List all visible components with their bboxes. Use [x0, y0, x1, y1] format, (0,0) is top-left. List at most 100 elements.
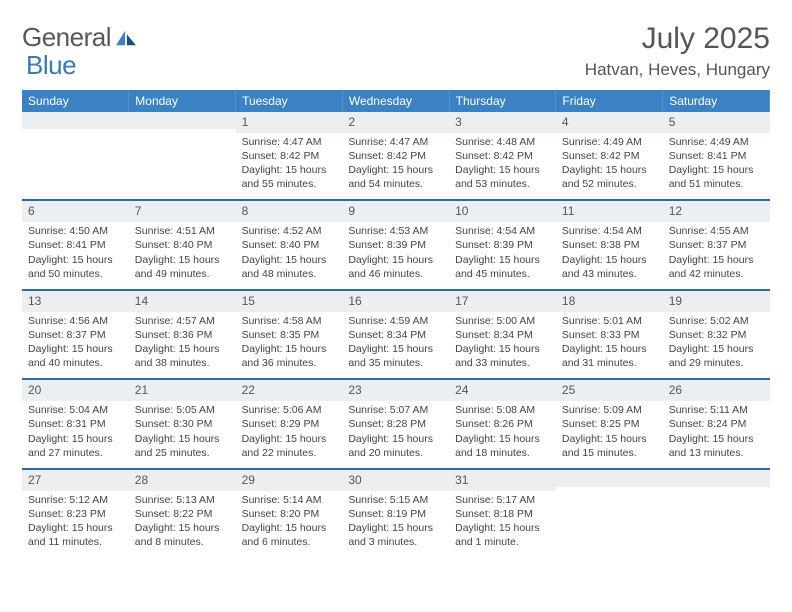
day-details: Sunrise: 5:12 AMSunset: 8:23 PMDaylight:… — [22, 491, 129, 558]
logo-text-2: Blue — [26, 50, 76, 81]
day-number — [22, 112, 129, 129]
day-details: Sunrise: 5:04 AMSunset: 8:31 PMDaylight:… — [22, 401, 129, 468]
day-cell: 24Sunrise: 5:08 AMSunset: 8:26 PMDayligh… — [449, 379, 556, 468]
day-cell: 14Sunrise: 4:57 AMSunset: 8:36 PMDayligh… — [129, 290, 236, 379]
day-number: 23 — [342, 380, 449, 401]
day-cell: 16Sunrise: 4:59 AMSunset: 8:34 PMDayligh… — [342, 290, 449, 379]
calendar-row: 1Sunrise: 4:47 AMSunset: 8:42 PMDaylight… — [22, 112, 770, 200]
month-title: July 2025 — [585, 22, 770, 56]
day-cell: 30Sunrise: 5:15 AMSunset: 8:19 PMDayligh… — [342, 469, 449, 557]
empty-cell — [556, 469, 663, 557]
day-cell: 15Sunrise: 4:58 AMSunset: 8:35 PMDayligh… — [236, 290, 343, 379]
day-number: 24 — [449, 380, 556, 401]
day-details — [22, 129, 129, 183]
calendar-row: 13Sunrise: 4:56 AMSunset: 8:37 PMDayligh… — [22, 290, 770, 379]
sail-icon — [115, 29, 137, 47]
day-number: 4 — [556, 112, 663, 133]
calendar-row: 6Sunrise: 4:50 AMSunset: 8:41 PMDaylight… — [22, 200, 770, 289]
day-cell: 25Sunrise: 5:09 AMSunset: 8:25 PMDayligh… — [556, 379, 663, 468]
day-cell: 12Sunrise: 4:55 AMSunset: 8:37 PMDayligh… — [663, 200, 770, 289]
calendar-table: SundayMondayTuesdayWednesdayThursdayFrid… — [22, 90, 770, 557]
day-number: 26 — [663, 380, 770, 401]
day-details: Sunrise: 5:07 AMSunset: 8:28 PMDaylight:… — [342, 401, 449, 468]
day-details — [129, 129, 236, 183]
weekday-header: Friday — [556, 90, 663, 112]
day-details: Sunrise: 5:00 AMSunset: 8:34 PMDaylight:… — [449, 312, 556, 379]
day-number: 15 — [236, 291, 343, 312]
day-details: Sunrise: 4:52 AMSunset: 8:40 PMDaylight:… — [236, 222, 343, 289]
day-cell: 7Sunrise: 4:51 AMSunset: 8:40 PMDaylight… — [129, 200, 236, 289]
day-number: 22 — [236, 380, 343, 401]
empty-cell — [129, 112, 236, 200]
day-cell: 2Sunrise: 4:47 AMSunset: 8:42 PMDaylight… — [342, 112, 449, 200]
day-cell: 26Sunrise: 5:11 AMSunset: 8:24 PMDayligh… — [663, 379, 770, 468]
day-number: 7 — [129, 201, 236, 222]
day-number: 28 — [129, 470, 236, 491]
day-cell: 1Sunrise: 4:47 AMSunset: 8:42 PMDaylight… — [236, 112, 343, 200]
day-details: Sunrise: 4:47 AMSunset: 8:42 PMDaylight:… — [236, 133, 343, 200]
day-details: Sunrise: 4:49 AMSunset: 8:41 PMDaylight:… — [663, 133, 770, 200]
day-cell: 22Sunrise: 5:06 AMSunset: 8:29 PMDayligh… — [236, 379, 343, 468]
day-details: Sunrise: 4:47 AMSunset: 8:42 PMDaylight:… — [342, 133, 449, 200]
day-details — [556, 487, 663, 541]
day-details: Sunrise: 5:05 AMSunset: 8:30 PMDaylight:… — [129, 401, 236, 468]
day-number: 3 — [449, 112, 556, 133]
day-cell: 21Sunrise: 5:05 AMSunset: 8:30 PMDayligh… — [129, 379, 236, 468]
day-number: 10 — [449, 201, 556, 222]
day-cell: 29Sunrise: 5:14 AMSunset: 8:20 PMDayligh… — [236, 469, 343, 557]
day-details: Sunrise: 5:11 AMSunset: 8:24 PMDaylight:… — [663, 401, 770, 468]
day-number: 5 — [663, 112, 770, 133]
day-details: Sunrise: 4:53 AMSunset: 8:39 PMDaylight:… — [342, 222, 449, 289]
day-number — [129, 112, 236, 129]
day-number: 13 — [22, 291, 129, 312]
day-number — [556, 470, 663, 487]
day-details: Sunrise: 5:15 AMSunset: 8:19 PMDaylight:… — [342, 491, 449, 558]
weekday-header: Thursday — [449, 90, 556, 112]
day-number — [663, 470, 770, 487]
day-number: 17 — [449, 291, 556, 312]
weekday-header: Wednesday — [342, 90, 449, 112]
day-number: 21 — [129, 380, 236, 401]
day-details: Sunrise: 4:54 AMSunset: 8:38 PMDaylight:… — [556, 222, 663, 289]
location: Hatvan, Heves, Hungary — [585, 60, 770, 80]
weekday-header: Monday — [129, 90, 236, 112]
day-number: 1 — [236, 112, 343, 133]
day-cell: 31Sunrise: 5:17 AMSunset: 8:18 PMDayligh… — [449, 469, 556, 557]
day-number: 18 — [556, 291, 663, 312]
day-number: 6 — [22, 201, 129, 222]
day-cell: 23Sunrise: 5:07 AMSunset: 8:28 PMDayligh… — [342, 379, 449, 468]
day-details: Sunrise: 4:55 AMSunset: 8:37 PMDaylight:… — [663, 222, 770, 289]
day-number: 29 — [236, 470, 343, 491]
day-details: Sunrise: 4:48 AMSunset: 8:42 PMDaylight:… — [449, 133, 556, 200]
day-cell: 11Sunrise: 4:54 AMSunset: 8:38 PMDayligh… — [556, 200, 663, 289]
day-cell: 3Sunrise: 4:48 AMSunset: 8:42 PMDaylight… — [449, 112, 556, 200]
day-details: Sunrise: 5:06 AMSunset: 8:29 PMDaylight:… — [236, 401, 343, 468]
day-number: 19 — [663, 291, 770, 312]
calendar-row: 20Sunrise: 5:04 AMSunset: 8:31 PMDayligh… — [22, 379, 770, 468]
day-details: Sunrise: 4:57 AMSunset: 8:36 PMDaylight:… — [129, 312, 236, 379]
day-details: Sunrise: 5:08 AMSunset: 8:26 PMDaylight:… — [449, 401, 556, 468]
logo-text-1: General — [22, 22, 111, 53]
day-cell: 28Sunrise: 5:13 AMSunset: 8:22 PMDayligh… — [129, 469, 236, 557]
day-number: 30 — [342, 470, 449, 491]
day-cell: 8Sunrise: 4:52 AMSunset: 8:40 PMDaylight… — [236, 200, 343, 289]
day-number: 31 — [449, 470, 556, 491]
calendar-body: 1Sunrise: 4:47 AMSunset: 8:42 PMDaylight… — [22, 112, 770, 557]
day-details: Sunrise: 4:54 AMSunset: 8:39 PMDaylight:… — [449, 222, 556, 289]
day-number: 12 — [663, 201, 770, 222]
empty-cell — [663, 469, 770, 557]
day-number: 20 — [22, 380, 129, 401]
empty-cell — [22, 112, 129, 200]
day-cell: 6Sunrise: 4:50 AMSunset: 8:41 PMDaylight… — [22, 200, 129, 289]
weekday-header: Saturday — [663, 90, 770, 112]
title-block: July 2025 Hatvan, Heves, Hungary — [585, 22, 770, 80]
day-number: 8 — [236, 201, 343, 222]
day-number: 25 — [556, 380, 663, 401]
day-number: 27 — [22, 470, 129, 491]
day-cell: 5Sunrise: 4:49 AMSunset: 8:41 PMDaylight… — [663, 112, 770, 200]
day-number: 9 — [342, 201, 449, 222]
day-details: Sunrise: 4:56 AMSunset: 8:37 PMDaylight:… — [22, 312, 129, 379]
day-cell: 13Sunrise: 4:56 AMSunset: 8:37 PMDayligh… — [22, 290, 129, 379]
day-details — [663, 487, 770, 541]
day-details: Sunrise: 5:02 AMSunset: 8:32 PMDaylight:… — [663, 312, 770, 379]
